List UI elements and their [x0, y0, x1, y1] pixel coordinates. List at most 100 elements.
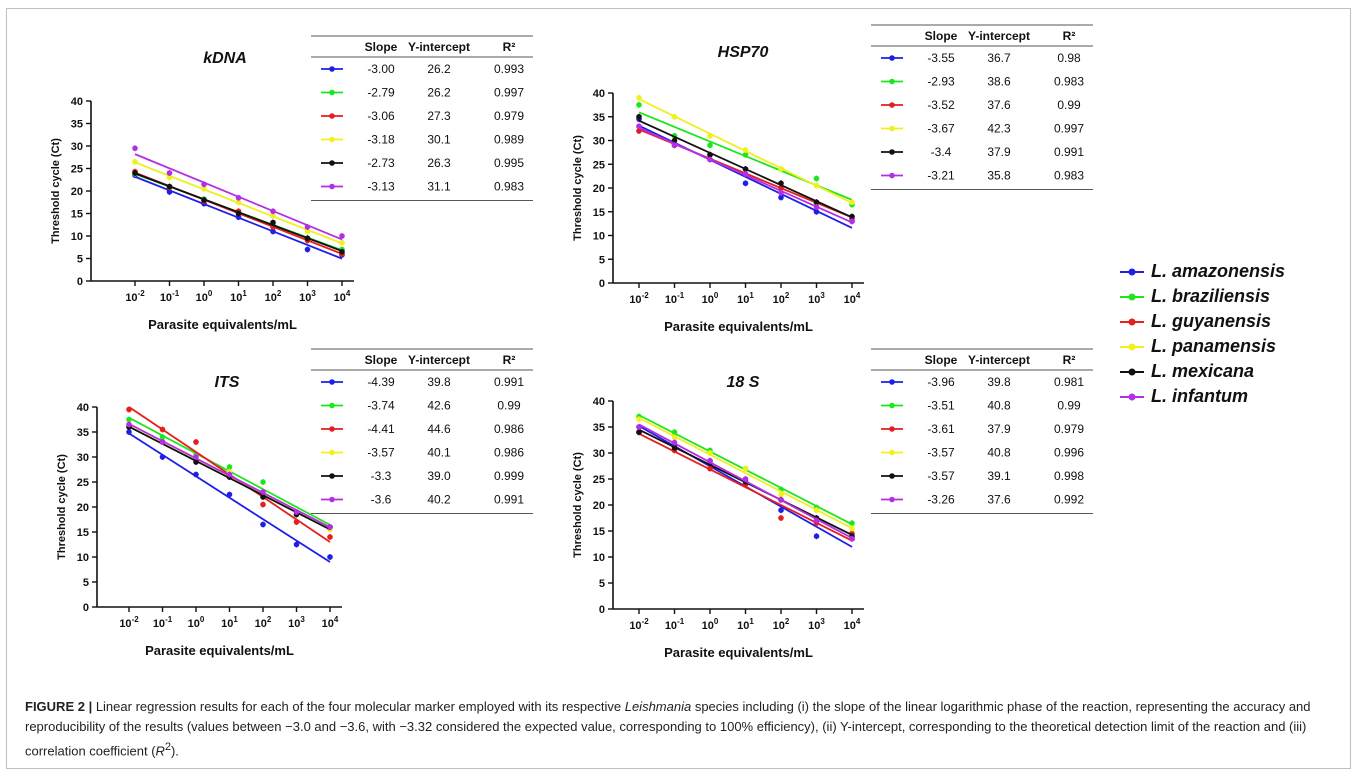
r2-value: 0.983	[1054, 169, 1084, 183]
caption-r2-sup: 2	[164, 741, 171, 753]
y-tick-label: 35	[593, 112, 605, 124]
data-point	[132, 158, 138, 165]
y-tick-label: 35	[77, 427, 89, 439]
y-tick-label: 30	[593, 448, 605, 460]
r2-value: 0.997	[494, 86, 524, 100]
slope-value: -2.93	[927, 75, 955, 89]
table-row: -3.06 27.3 0.979	[321, 109, 524, 123]
data-point	[126, 421, 132, 428]
x-tick-label: 100	[196, 289, 213, 304]
slope-value: -3.4	[931, 145, 952, 159]
x-tick-exponent: 3	[820, 291, 825, 300]
intercept-value: 36.7	[987, 51, 1011, 65]
x-tick-base: 10	[221, 618, 233, 630]
y-tick-label: 0	[599, 278, 605, 290]
data-point	[270, 212, 276, 219]
legend-label: L. panamensis	[1151, 336, 1277, 356]
legend-swatch-marker	[1128, 393, 1136, 400]
intercept-value: 42.3	[987, 122, 1011, 136]
x-tick-exponent: 3	[300, 615, 305, 624]
intercept-value: 38.6	[987, 75, 1011, 89]
regression-table: Slope Y-intercept R² -3.55 36.7 0.98 -2.93 38.6…	[871, 24, 1093, 190]
data-point	[742, 476, 749, 482]
table-row: -3.00 26.2 0.993	[321, 62, 524, 76]
data-point	[166, 174, 173, 181]
r2-value: 0.981	[1054, 375, 1084, 389]
chart-title: ITS	[215, 374, 240, 391]
y-tick-label: 10	[71, 231, 83, 243]
data-point	[778, 194, 784, 201]
y-tick-label: 25	[593, 159, 605, 171]
regression-table: Slope Y-intercept R² -3.96 39.8 0.981 -3.51 40.…	[871, 348, 1093, 514]
data-point	[849, 199, 855, 206]
x-tick-exponent: 4	[334, 615, 339, 624]
legend-label: L. mexicana	[1151, 361, 1255, 381]
x-tick-label: 101	[737, 291, 754, 306]
y-tick-label: 5	[599, 254, 605, 266]
series-5	[132, 170, 345, 255]
x-tick-base: 10	[125, 292, 137, 304]
table-row: -3.18 30.1 0.989	[321, 133, 524, 147]
x-tick-exponent: 0	[208, 289, 213, 298]
slope-value: -3.51	[927, 399, 955, 413]
data-point	[304, 246, 311, 253]
data-point	[849, 525, 855, 532]
table-row: -3.13 31.1 0.983	[321, 180, 524, 194]
y-tick-label: 5	[77, 254, 83, 266]
data-point	[778, 515, 784, 521]
intercept-value: 31.1	[427, 180, 451, 194]
intercept-value: 37.6	[987, 98, 1011, 112]
data-point	[126, 429, 132, 435]
data-point	[636, 102, 642, 108]
intercept-value: 26.3	[427, 156, 451, 170]
y-tick-label: 40	[593, 396, 605, 408]
r2-value: 0.998	[1054, 469, 1084, 483]
table-header: R²	[503, 40, 516, 54]
legend-swatch	[1120, 293, 1144, 300]
x-tick-label: 103	[299, 289, 316, 304]
y-tick-label: 0	[599, 604, 605, 616]
row-marker-swatch	[329, 66, 335, 72]
x-tick-label: 102	[773, 617, 790, 632]
legend-swatch-marker	[1128, 343, 1136, 350]
x-tick-base: 10	[322, 618, 334, 630]
x-tick-exponent: -1	[172, 289, 180, 298]
slope-value: -3.96	[927, 375, 955, 389]
x-tick-base: 10	[773, 294, 785, 306]
data-point	[813, 533, 820, 539]
row-marker-swatch	[329, 379, 335, 385]
r2-value: 0.997	[1054, 122, 1084, 136]
r2-value: 0.991	[494, 375, 524, 389]
x-tick-base: 10	[196, 292, 208, 304]
row-marker-swatch	[889, 125, 895, 132]
table-row: -3.26 37.6 0.992	[881, 493, 1084, 507]
data-point	[671, 142, 678, 149]
legend-item: L. panamensis	[1119, 334, 1285, 359]
r2-value: 0.986	[494, 446, 524, 460]
table-row: -3.57 39.1 0.998	[881, 469, 1084, 483]
data-point	[778, 507, 784, 513]
x-tick-exponent: 2	[785, 617, 790, 626]
x-axis-label: Parasite equivalents/mL	[664, 319, 813, 334]
data-point	[226, 471, 233, 478]
table-row: -2.73 26.3 0.995	[321, 156, 524, 170]
data-point	[166, 170, 173, 176]
y-tick-label: 30	[77, 452, 89, 464]
legend-swatch-marker	[1128, 293, 1136, 300]
intercept-value: 37.6	[987, 493, 1011, 507]
data-point	[849, 213, 855, 220]
data-point	[339, 233, 345, 239]
x-tick-exponent: 2	[277, 289, 282, 298]
x-tick-label: 104	[334, 289, 351, 304]
legend-item: L. amazonensis	[1119, 259, 1285, 284]
r2-value: 0.986	[494, 422, 524, 436]
x-tick-base: 10	[255, 618, 267, 630]
table-row: -3.6 40.2 0.991	[321, 493, 524, 507]
y-tick-label: 10	[593, 231, 605, 243]
x-tick-exponent: 1	[242, 289, 247, 298]
row-marker-swatch	[329, 426, 335, 432]
row-marker-swatch	[889, 55, 895, 61]
y-tick-label: 20	[71, 186, 83, 198]
y-tick-label: 20	[593, 500, 605, 512]
